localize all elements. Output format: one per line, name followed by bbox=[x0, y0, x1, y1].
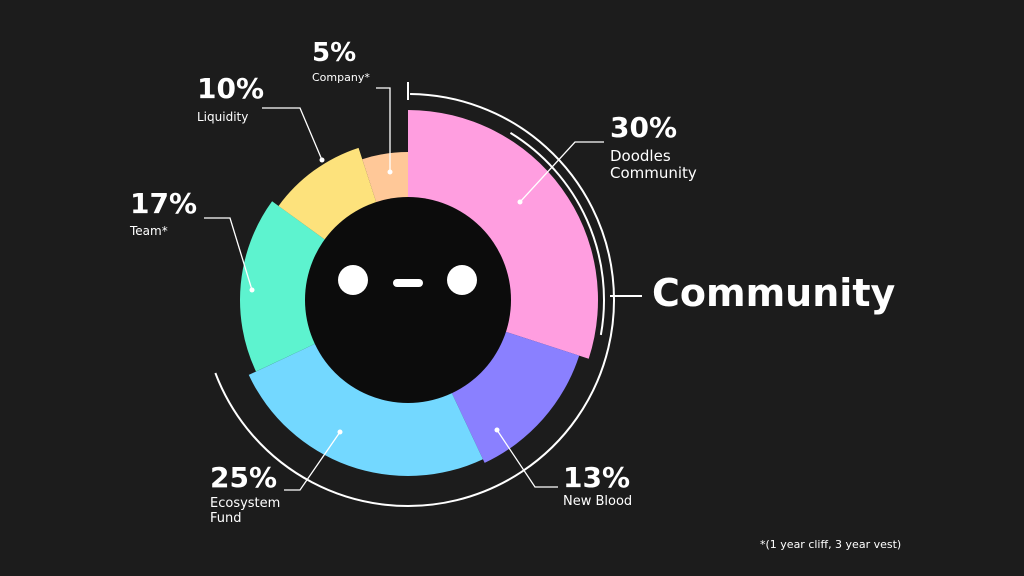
face bbox=[305, 197, 511, 403]
value-label: 10% bbox=[197, 72, 265, 105]
segment bbox=[248, 341, 483, 477]
leader-dot bbox=[249, 287, 255, 293]
leader-dot bbox=[319, 157, 325, 163]
value-label: 13% bbox=[563, 461, 631, 494]
eye bbox=[447, 265, 477, 295]
segment bbox=[408, 110, 598, 359]
segment bbox=[362, 152, 408, 207]
leader-line bbox=[204, 217, 253, 291]
segment bbox=[240, 201, 329, 372]
category-label: Team* bbox=[130, 224, 168, 238]
leader-line bbox=[262, 107, 323, 161]
category-label: New Blood bbox=[563, 494, 633, 509]
annotation: Community bbox=[652, 271, 896, 315]
category-label: Company* bbox=[312, 71, 370, 84]
segment bbox=[449, 330, 580, 463]
value-label: 5% bbox=[312, 38, 357, 68]
leader-dot bbox=[494, 427, 500, 433]
value-label: 25% bbox=[210, 461, 278, 494]
footnote: *(1 year cliff, 3 year vest) bbox=[760, 538, 902, 551]
mouth bbox=[393, 279, 423, 287]
category-label: Ecosystem Fund bbox=[210, 496, 281, 526]
leader-line bbox=[376, 87, 391, 172]
category-label: Liquidity bbox=[197, 110, 249, 124]
guide-arc bbox=[214, 93, 615, 507]
leader-line bbox=[284, 431, 341, 491]
decorations bbox=[204, 82, 642, 507]
leader-line bbox=[519, 141, 604, 203]
guide-arc bbox=[509, 132, 605, 336]
value-label: 30% bbox=[610, 111, 678, 144]
segments bbox=[240, 110, 598, 477]
leader-line bbox=[496, 429, 558, 488]
leader-dot bbox=[337, 429, 343, 435]
value-label: 17% bbox=[130, 187, 198, 220]
category-label: Doodles Community bbox=[610, 147, 697, 183]
leader-dot bbox=[517, 199, 523, 205]
eye bbox=[338, 265, 368, 295]
leader-dot bbox=[387, 169, 393, 175]
